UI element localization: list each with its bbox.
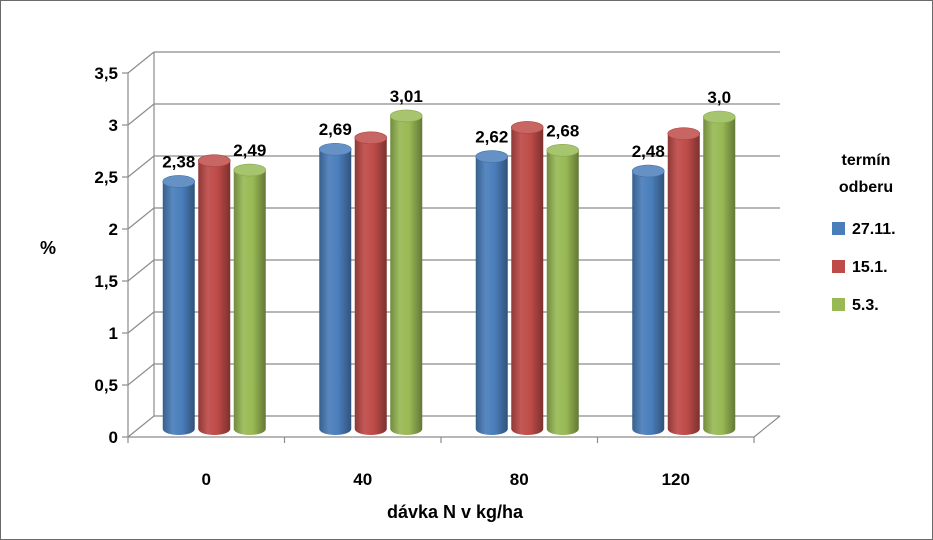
- y-axis-title: %: [40, 238, 56, 258]
- bar-body: [319, 149, 352, 436]
- legend: termín odberu 27.11. 15.1. 5.3.: [832, 152, 896, 314]
- bar-5.3.-40: [389, 109, 423, 436]
- gridline-side: [127, 415, 155, 438]
- data-label: 3,0: [707, 88, 731, 107]
- bar-5.3.-120: [702, 110, 736, 435]
- bar-body: [162, 181, 195, 435]
- bar-body: [354, 137, 387, 436]
- y-tick-label: 0: [109, 428, 118, 447]
- bar-body: [390, 115, 423, 436]
- legend-swatch: [832, 260, 845, 273]
- gridline-side: [127, 259, 155, 282]
- y-tick-label: 0,5: [94, 376, 118, 395]
- x-tick-labels: 0 40 80 120: [202, 470, 690, 489]
- y-tick-label: 1,5: [94, 272, 118, 291]
- bar-body: [233, 170, 266, 436]
- bar-15.1.-0: [197, 154, 231, 435]
- bar-15.1.-80: [510, 121, 544, 436]
- gridline-side: [127, 103, 155, 126]
- y-tick-label: 3,5: [94, 64, 118, 83]
- x-tick-label: 0: [202, 470, 211, 489]
- gridline-side: [127, 207, 155, 230]
- bar-body: [703, 117, 736, 435]
- data-label: 2,38: [162, 152, 195, 171]
- legend-title-line-2: odberu: [839, 179, 893, 196]
- gridline-side: [127, 51, 155, 74]
- axes: [122, 52, 781, 443]
- x-axis-title: dávka N v kg/ha: [387, 502, 524, 522]
- bar-5.3.-80: [546, 143, 580, 435]
- bar-27.11.-0: [162, 175, 196, 435]
- x-tick-label: 80: [510, 470, 529, 489]
- bar-body: [632, 171, 665, 435]
- bar-top: [389, 109, 423, 123]
- data-label: 2,48: [632, 142, 665, 161]
- data-label: 2,68: [546, 121, 579, 140]
- y-tick-label: 2,5: [94, 168, 118, 187]
- legend-item-label: 15.1.: [852, 259, 888, 276]
- bar-top: [546, 143, 580, 157]
- data-labels: 2,38 2,49 2,69 3,01 2,62 2,68 2,48 3,0: [162, 87, 731, 172]
- floor-right-edge: [753, 415, 781, 438]
- legend-item-label: 27.11.: [852, 221, 896, 238]
- bar-5.3.-0: [233, 163, 267, 436]
- bar-body: [546, 150, 579, 435]
- bar-top: [667, 127, 701, 140]
- data-label: 2,49: [233, 141, 266, 160]
- x-tick-label: 40: [353, 470, 372, 489]
- bar-top: [510, 121, 544, 134]
- bar-15.1.-40: [354, 131, 388, 436]
- data-label: 2,69: [319, 120, 352, 139]
- bar-top: [354, 131, 388, 145]
- bar-15.1.-120: [667, 127, 701, 435]
- y-tick-label: 2: [109, 220, 118, 239]
- legend-swatch: [832, 298, 845, 311]
- bar-top: [318, 142, 352, 156]
- bars: [162, 109, 736, 436]
- y-tick-labels: 0 0,5 1 1,5 2 2,5 3 3,5: [94, 64, 118, 447]
- bar-27.11.-120: [631, 164, 665, 435]
- bar-27.11.-40: [318, 142, 352, 436]
- y-tick-label: 3: [109, 116, 118, 135]
- bar-body: [198, 160, 231, 435]
- legend-item-label: 5.3.: [852, 297, 879, 314]
- bar-top: [162, 175, 196, 188]
- legend-swatch: [832, 222, 845, 235]
- bar-top: [233, 163, 267, 177]
- x-tick-label: 120: [662, 470, 690, 489]
- bar-top: [197, 154, 231, 167]
- bar-top: [631, 164, 665, 178]
- gridline-side: [127, 311, 155, 334]
- bar-27.11.-80: [475, 150, 509, 435]
- legend-title-line-1: termín: [842, 152, 891, 169]
- gridline-side: [127, 155, 155, 178]
- data-label: 3,01: [390, 87, 423, 106]
- data-label: 2,62: [475, 128, 508, 147]
- bar-body: [475, 156, 508, 435]
- bar-top: [475, 150, 509, 163]
- gridline-side: [127, 363, 155, 386]
- bar-top: [702, 110, 736, 124]
- bar-body: [667, 133, 700, 435]
- y-tick-label: 1: [109, 324, 118, 343]
- bar-body: [511, 127, 544, 436]
